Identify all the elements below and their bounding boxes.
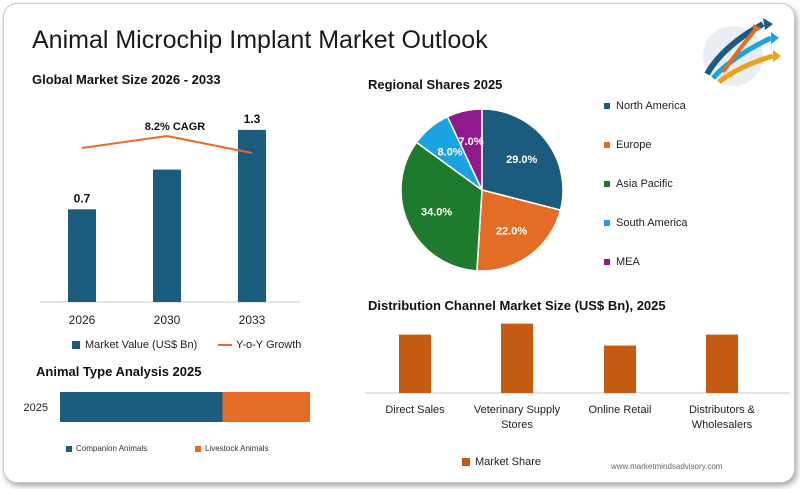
legend-swatch-companion bbox=[66, 445, 72, 452]
x-tick-label: 2033 bbox=[239, 313, 266, 327]
pie-slice-label: 7.0% bbox=[459, 136, 484, 148]
animal-type-chart: 2025 bbox=[24, 392, 310, 422]
regional-pie-chart: 29.0% 22.0% 34.0% 8.0%7.0% bbox=[400, 108, 564, 272]
global-legend-line: Y-o-Y Growth bbox=[218, 339, 301, 351]
y-tick-label: 2025 bbox=[24, 402, 48, 414]
pie-legend-label: South America bbox=[616, 217, 688, 229]
animal-legend-companion: Companion Animals bbox=[66, 444, 147, 453]
distribution-legend-label: Market Share bbox=[475, 456, 542, 468]
pie-slice-label: 22.0% bbox=[496, 226, 527, 238]
pie-legend-swatch bbox=[604, 103, 610, 109]
website-watermark: www.marketmindsadvisory.com bbox=[611, 462, 723, 471]
distribution-bar bbox=[399, 334, 431, 393]
market-value-bar bbox=[153, 169, 181, 302]
page-title: Animal Microchip Implant Market Outlook bbox=[32, 26, 488, 54]
pie-slice bbox=[446, 108, 483, 191]
pie-legend-swatch bbox=[604, 142, 610, 148]
legend-swatch-blue bbox=[72, 341, 80, 349]
pie-legend-item: Asia Pacific bbox=[604, 178, 673, 190]
pie-legend-swatch bbox=[604, 259, 610, 265]
distribution-bar bbox=[604, 345, 636, 393]
distribution-bar bbox=[501, 323, 533, 393]
pie-legend-label: Asia Pacific bbox=[616, 178, 673, 190]
pie-legend-label: MEA bbox=[616, 256, 640, 268]
pie-slice bbox=[476, 189, 562, 272]
pie-slice-label: 8.0% bbox=[437, 146, 462, 158]
pie-legend-item: South America bbox=[604, 217, 688, 229]
pie-slice-label: 34.0% bbox=[421, 206, 452, 218]
x-tick-label: Stores bbox=[501, 419, 533, 431]
pie-legend-label: North America bbox=[616, 100, 686, 112]
distribution-bar bbox=[706, 334, 738, 393]
legend-line-label: Y-o-Y Growth bbox=[236, 339, 302, 351]
x-tick-label: Wholesalers bbox=[692, 419, 753, 431]
regional-title: Regional Shares 2025 bbox=[368, 77, 503, 92]
pie-legend-swatch bbox=[604, 220, 610, 226]
bar-value-label: 1.3 bbox=[244, 112, 261, 126]
logo-icon bbox=[703, 18, 781, 86]
x-tick-label: 2030 bbox=[154, 313, 181, 327]
animal-type-segment bbox=[60, 392, 223, 422]
animal-type-title: Animal Type Analysis 2025 bbox=[36, 364, 202, 379]
pie-slice bbox=[400, 141, 483, 272]
pie-legend-item: MEA bbox=[604, 256, 640, 268]
pie-legend-item: North America bbox=[604, 100, 686, 112]
x-tick-label: Direct Sales bbox=[385, 404, 445, 416]
livestock-label: Livestock Animals bbox=[205, 444, 269, 453]
distribution-chart: Direct Sales Veterinary Supply Stores Onlin… bbox=[365, 323, 790, 431]
yoy-growth-line bbox=[81, 134, 253, 154]
animal-legend-livestock: Livestock Animals bbox=[195, 444, 269, 453]
pie-slice-label: 29.0% bbox=[506, 154, 537, 166]
global-legend-bar: Market Value (US$ Bn) bbox=[72, 339, 197, 351]
legend-swatch-orange bbox=[462, 458, 470, 466]
pie-legend-item: Europe bbox=[604, 139, 651, 151]
regional-legend: North America Europe Asia Pacific South Ame… bbox=[604, 100, 784, 280]
global-market-chart: 0.7 2026 2030 1.3 2033 8.2% CAGR bbox=[40, 112, 300, 327]
pie-legend-swatch bbox=[604, 181, 610, 187]
cagr-label: 8.2% CAGR bbox=[145, 121, 206, 133]
animal-type-segment bbox=[222, 392, 310, 422]
x-tick-label: Veterinary Supply bbox=[474, 404, 561, 416]
distribution-title: Distribution Channel Market Size (US$ Bn… bbox=[368, 298, 666, 313]
x-tick-label: 2026 bbox=[69, 313, 96, 327]
pie-slice bbox=[481, 108, 564, 212]
bar-value-label: 0.7 bbox=[74, 191, 91, 205]
companion-label: Companion Animals bbox=[76, 444, 148, 453]
market-value-bar bbox=[68, 209, 96, 302]
market-value-bar bbox=[238, 129, 266, 302]
legend-line-swatch bbox=[218, 344, 232, 346]
x-tick-label: Distributors & bbox=[689, 404, 756, 416]
x-tick-label: Online Retail bbox=[589, 404, 652, 416]
distribution-legend: Market Share bbox=[462, 456, 541, 468]
global-market-title: Global Market Size 2026 - 2033 bbox=[32, 72, 221, 87]
legend-swatch-livestock bbox=[195, 445, 201, 452]
legend-bar-label: Market Value (US$ Bn) bbox=[85, 339, 198, 351]
pie-legend-label: Europe bbox=[616, 139, 652, 151]
